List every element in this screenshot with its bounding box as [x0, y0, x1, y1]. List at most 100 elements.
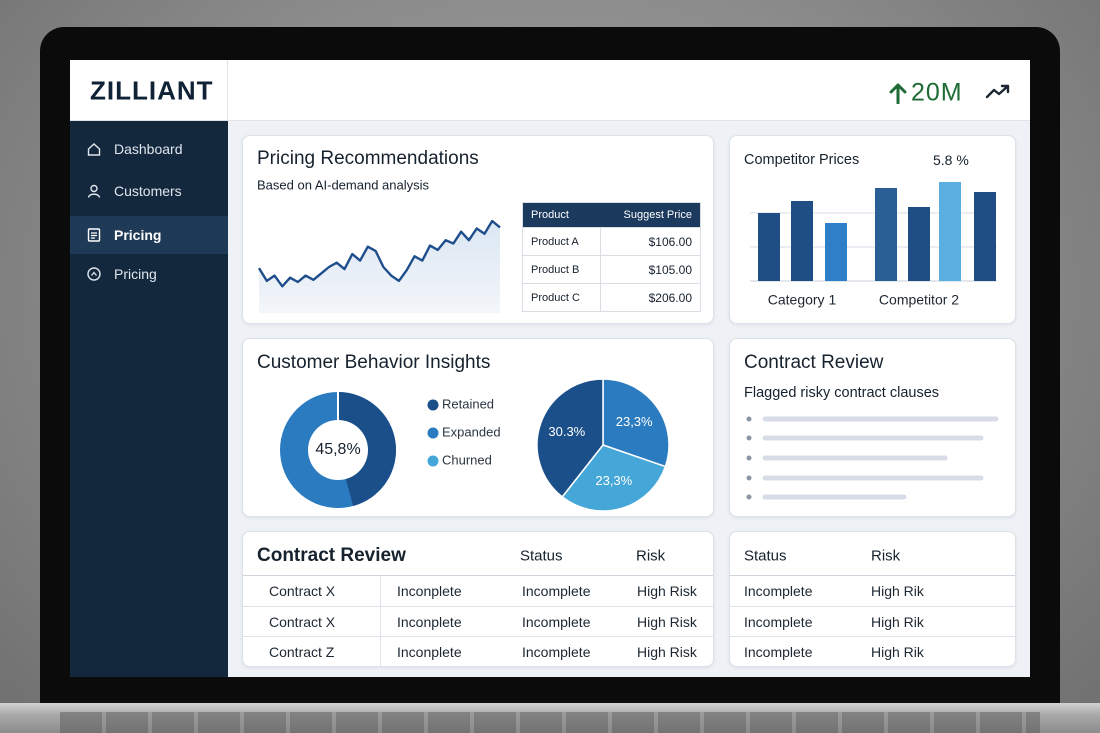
column-header: Suggest Price — [600, 202, 701, 228]
pie-slice — [536, 378, 604, 498]
table-row: Product C $206.00 — [522, 283, 701, 312]
table-cell: High Rik — [871, 613, 924, 630]
table-row: Product A $106.00 — [522, 227, 701, 256]
table-cell: Product C — [522, 283, 601, 312]
bar — [758, 213, 780, 281]
bar — [791, 201, 813, 281]
bar — [908, 207, 930, 281]
behavior-charts: 45,8% Retained Expanded Churned 23,3% 23,3% 30… — [280, 378, 670, 512]
table-cell: High Rik — [871, 583, 924, 599]
keyboard — [60, 712, 1040, 733]
row-divider — [730, 636, 1015, 637]
clause-list — [746, 416, 999, 500]
table-header: Product Suggest Price — [522, 202, 701, 228]
bar-chart: Category 1 Competitor 2 — [750, 182, 997, 308]
price-table: Product Suggest Price Product A $106.00 Pr… — [522, 202, 701, 312]
table-row: Product B $105.00 — [522, 255, 701, 284]
sidebar: Dashboard Customers Pricing Pricing — [70, 121, 228, 677]
contracts-table: Contract Review Status Risk Contract X In… — [242, 531, 714, 667]
card-title: Customer Behavior Insights — [257, 352, 491, 373]
divider — [243, 575, 713, 576]
table-title: Contract Review — [257, 545, 406, 566]
table-cell: Incomplete — [744, 613, 813, 630]
trend-chart — [257, 219, 501, 313]
nav-label: Dashboard — [114, 141, 183, 157]
table-cell: $206.00 — [599, 283, 701, 312]
behavior-card: Customer Behavior Insights 45,8% Retained… — [242, 338, 714, 517]
top-bar: ZILLIANT 20M — [70, 60, 1030, 121]
nav-label: Pricing — [114, 227, 162, 243]
donut-hole — [308, 420, 368, 480]
status-table: Status Risk Incomplete High Rik Incomplete… — [729, 531, 1016, 667]
table-cell: Inconplete — [397, 613, 462, 630]
trend-line — [257, 219, 501, 288]
table-cell: Incomplete — [744, 644, 813, 660]
nav-label: Pricing — [114, 266, 157, 282]
table-cell: $106.00 — [599, 227, 701, 256]
legend-label: Retained — [442, 396, 494, 411]
card-title: Contract Review — [744, 352, 884, 373]
table-cell: Contract X — [269, 583, 336, 599]
legend-swatch — [427, 399, 439, 411]
table-cell: Inconplete — [397, 644, 462, 660]
user-icon — [87, 184, 101, 198]
row-divider — [243, 636, 713, 637]
logo[interactable]: ZILLIANT — [90, 75, 214, 106]
table-cell: High Risk — [637, 613, 697, 630]
bar — [974, 192, 996, 281]
row-divider — [730, 605, 1015, 607]
pricing-card: Pricing Recommendations Based on AI-dema… — [242, 135, 714, 324]
bar — [939, 182, 961, 281]
nav-item[interactable]: Pricing — [70, 255, 228, 293]
trend-icon[interactable] — [985, 83, 1011, 101]
circle-icon — [87, 267, 101, 281]
column-header: Status — [744, 547, 787, 565]
table-cell: Product B — [522, 255, 601, 284]
pie-label: 30.3% — [548, 424, 585, 439]
nav-item[interactable]: Customers — [70, 172, 228, 210]
table-cell: Incomplete — [522, 644, 591, 660]
home-icon — [87, 143, 101, 156]
table-cell: High Risk — [637, 583, 697, 599]
trend-area — [259, 221, 500, 313]
x-tick-label: Competitor 2 — [879, 292, 959, 308]
logo-area: ZILLIANT — [70, 60, 228, 121]
column-header: Product — [522, 202, 601, 228]
legend-label: Expanded — [442, 424, 501, 439]
nav-item-active[interactable]: Pricing — [70, 216, 228, 254]
table-cell: High Rik — [871, 644, 924, 660]
divider — [380, 576, 381, 666]
up-arrow-icon — [889, 83, 907, 104]
column-header: Status — [520, 547, 563, 565]
table-cell: Contract X — [269, 613, 336, 630]
divider — [730, 575, 1015, 576]
pie-label: 23,3% — [595, 473, 632, 488]
document-icon — [87, 228, 101, 242]
contract-review-card: Contract Review Flagged risky contract c… — [729, 338, 1016, 517]
table-cell: Incomplete — [744, 583, 813, 599]
nav-label: Customers — [114, 183, 182, 199]
row-divider — [243, 605, 713, 607]
table-cell: Contract Z — [269, 644, 335, 660]
bar — [875, 188, 897, 281]
pie-label: 23,3% — [616, 414, 653, 429]
legend-label: Churned — [442, 452, 492, 467]
pie-slice — [561, 444, 667, 512]
card-title: Competitor Prices — [744, 152, 860, 168]
column-header: Risk — [636, 547, 666, 565]
competitor-card: Competitor Prices 5.8 % Category 1 Compet… — [729, 135, 1016, 324]
metric: 20M — [911, 78, 963, 107]
column-header: Risk — [871, 547, 901, 565]
bar — [825, 223, 847, 281]
table-cell: Inconplete — [397, 583, 462, 599]
card-subtitle: Based on AI-demand analysis — [257, 177, 429, 193]
screen: ZILLIANT 20M Dashboard Customers Pricing — [70, 60, 1030, 677]
nav-item[interactable]: Dashboard — [70, 130, 228, 168]
card-value: 5.8 % — [933, 152, 969, 168]
pie-slice — [602, 378, 670, 468]
table-cell: $105.00 — [599, 255, 701, 284]
x-tick-label: Category 1 — [768, 292, 837, 308]
